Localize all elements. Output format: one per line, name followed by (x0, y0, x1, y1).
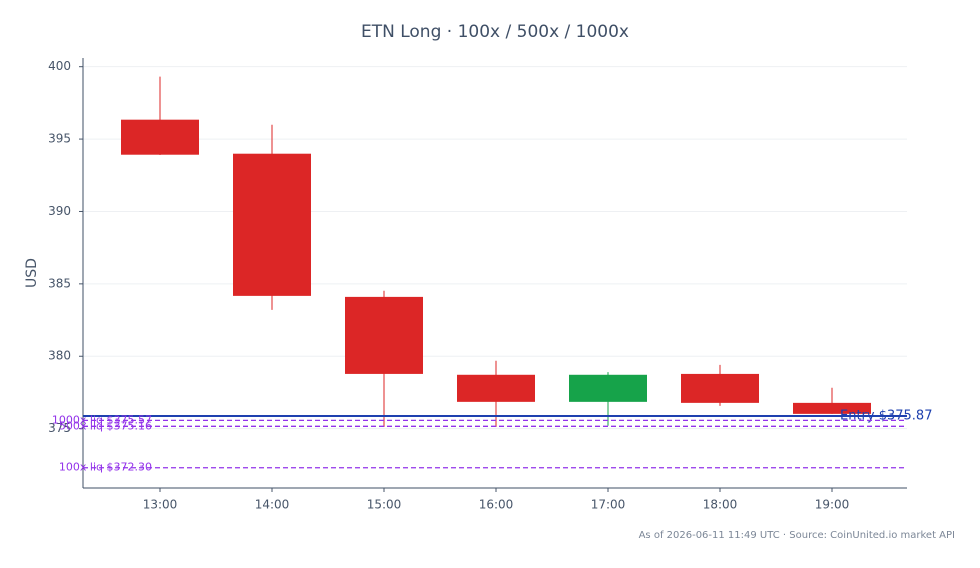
candle-body (457, 374, 535, 402)
x-tick-label: 16:00 (479, 498, 514, 512)
reference-label: 1000x liq $375.57 (52, 413, 152, 426)
y-tick-label: 385 (48, 276, 71, 290)
x-tick-label: 15:00 (367, 498, 402, 512)
candle-body (569, 374, 647, 402)
y-tick-label: 390 (48, 204, 71, 218)
candle-body (345, 296, 423, 374)
x-tick-label: 19:00 (815, 498, 850, 512)
candle-body (681, 373, 759, 403)
x-tick-label: 17:00 (591, 498, 626, 512)
y-tick-label: 400 (48, 59, 71, 73)
x-tick-label: 14:00 (255, 498, 290, 512)
y-tick-label: 395 (48, 132, 71, 146)
y-axis-label: USD (24, 258, 40, 288)
x-tick-label: 18:00 (703, 498, 738, 512)
y-tick-label: 380 (48, 349, 71, 363)
candle-body (233, 153, 311, 296)
reference-label: 500x liq $375.16 (59, 419, 152, 432)
x-tick-label: 13:00 (143, 498, 178, 512)
reference-label: Entry $375.87 (840, 409, 932, 424)
candle-body (793, 402, 871, 414)
candle-body (121, 119, 199, 155)
y-tick-label: 375 (48, 421, 71, 435)
footer: As of 2026-06-11 11:49 UTC · Source: Coi… (639, 530, 955, 541)
reference-label: 100x liq $372.30 (59, 461, 152, 474)
chart-title: ETN Long · 100x / 500x / 1000x (361, 22, 629, 42)
